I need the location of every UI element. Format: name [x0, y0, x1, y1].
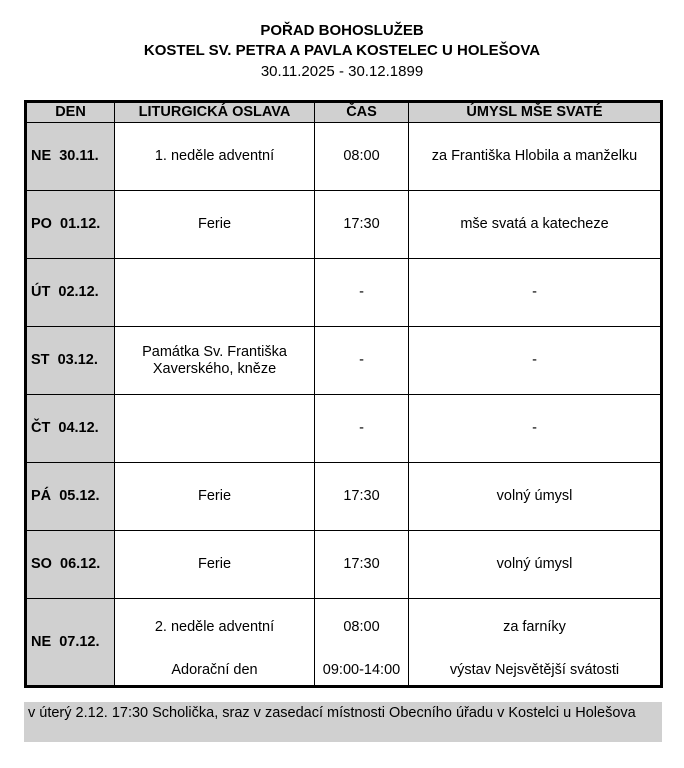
liturgy-cell: 2. neděle adventní Adorační den [114, 598, 315, 687]
liturgy-cell: Ferie [114, 462, 315, 531]
col-time: ČAS [314, 101, 409, 123]
liturgy-cell: 1. neděle adventní [114, 122, 315, 191]
liturgy-cell [114, 394, 315, 463]
table-row: SO 06.12. Ferie 17:30 volný úmysl [25, 530, 662, 599]
day-cell: ÚT 02.12. [25, 258, 115, 327]
day-cell: PO 01.12. [25, 190, 115, 259]
schedule-table: DEN LITURGICKÁ OSLAVA ČAS ÚMYSL MŠE SVAT… [24, 100, 663, 688]
table-row: PÁ 05.12. Ferie 17:30 volný úmysl [25, 462, 662, 531]
intent-cell: - [408, 258, 662, 327]
intent-text: za farníky [503, 619, 566, 635]
intent-cell: za farníky výstav Nejsvětější svátosti [408, 598, 662, 687]
col-intent: ÚMYSL MŠE SVATÉ [408, 101, 662, 123]
page-title: POŘAD BOHOSLUŽEB [260, 22, 424, 39]
liturgy-cell: Ferie [114, 530, 315, 599]
date-range: 30.11.2025 - 30.12.1899 [260, 63, 424, 80]
liturgy-cell: Ferie [114, 190, 315, 259]
liturgy-cell: Památka Sv. Františka Xaverského, kněze [114, 326, 315, 395]
time-cell: - [314, 326, 409, 395]
day-cell: PÁ 05.12. [25, 462, 115, 531]
church-name: KOSTEL SV. PETRA A PAVLA KOSTELEC U HOLE… [143, 42, 541, 59]
table-row: ST 03.12. Památka Sv. Františka Xaverské… [25, 326, 662, 395]
time-cell: 17:30 [314, 462, 409, 531]
table-row: NE 30.11. 1. neděle adventní 08:00 za Fr… [25, 122, 662, 191]
time-cell: 08:00 09:00-14:00 [314, 598, 409, 687]
intent-cell: volný úmysl [408, 462, 662, 531]
time-cell: 08:00 [314, 122, 409, 191]
day-cell: SO 06.12. [25, 530, 115, 599]
intent-cell: za Františka Hlobila a manželku [408, 122, 662, 191]
time-cell: - [314, 258, 409, 327]
table-row: ČT 04.12. - - [25, 394, 662, 463]
liturgy-text: Památka Sv. Františka Xaverského, kněze [142, 343, 287, 377]
liturgy-text-2: Adorační den [171, 662, 258, 678]
time-text-2: 09:00-14:00 [322, 662, 401, 678]
intent-text-2: výstav Nejsvětější svátosti [449, 662, 620, 678]
liturgy-text: 2. neděle adventní [154, 619, 275, 635]
col-day: DEN [25, 101, 115, 123]
table-row: ÚT 02.12. - - [25, 258, 662, 327]
time-cell: 17:30 [314, 530, 409, 599]
intent-cell: - [408, 326, 662, 395]
time-text: 08:00 [343, 619, 380, 635]
day-cell: NE 07.12. [25, 598, 115, 687]
day-cell: ST 03.12. [25, 326, 115, 395]
intent-cell: - [408, 394, 662, 463]
intent-cell: volný úmysl [408, 530, 662, 599]
announcement-note: v úterý 2.12. 17:30 Scholička, sraz v za… [24, 702, 662, 742]
day-cell: ČT 04.12. [25, 394, 115, 463]
table-row: PO 01.12. Ferie 17:30 mše svatá a katech… [25, 190, 662, 259]
intent-cell: mše svatá a katecheze [408, 190, 662, 259]
time-cell: - [314, 394, 409, 463]
table-row: NE 07.12. 2. neděle adventní Adorační de… [25, 598, 662, 687]
col-liturgy: LITURGICKÁ OSLAVA [114, 101, 315, 123]
day-cell: NE 30.11. [25, 122, 115, 191]
time-cell: 17:30 [314, 190, 409, 259]
liturgy-cell [114, 258, 315, 327]
table-header: DEN LITURGICKÁ OSLAVA ČAS ÚMYSL MŠE SVAT… [25, 101, 662, 123]
